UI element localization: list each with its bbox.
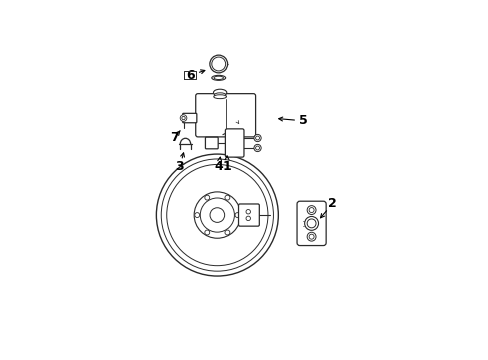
FancyBboxPatch shape: [225, 129, 244, 157]
Text: 3: 3: [175, 160, 184, 173]
Circle shape: [253, 134, 261, 141]
Circle shape: [306, 219, 315, 228]
Text: 6: 6: [186, 68, 195, 82]
Circle shape: [209, 55, 227, 73]
Circle shape: [306, 206, 315, 215]
Ellipse shape: [213, 95, 226, 99]
Circle shape: [253, 144, 261, 152]
FancyBboxPatch shape: [205, 137, 218, 149]
Circle shape: [161, 159, 273, 271]
FancyBboxPatch shape: [238, 204, 259, 226]
Circle shape: [194, 192, 240, 238]
Circle shape: [308, 208, 313, 212]
Text: 2: 2: [327, 198, 336, 211]
Circle shape: [180, 115, 186, 121]
Circle shape: [306, 232, 315, 241]
Circle shape: [304, 216, 318, 230]
Circle shape: [204, 230, 209, 235]
Circle shape: [245, 216, 250, 221]
Text: 5: 5: [298, 114, 307, 127]
Circle shape: [156, 154, 278, 276]
Ellipse shape: [211, 75, 225, 80]
Circle shape: [224, 195, 229, 200]
Ellipse shape: [214, 76, 223, 80]
Circle shape: [204, 195, 209, 200]
FancyBboxPatch shape: [296, 201, 325, 246]
Circle shape: [166, 165, 267, 266]
FancyBboxPatch shape: [195, 94, 255, 137]
Text: 7: 7: [170, 131, 179, 144]
Circle shape: [224, 230, 229, 235]
Text: 4: 4: [214, 160, 223, 173]
Circle shape: [194, 213, 199, 217]
Ellipse shape: [214, 93, 225, 97]
Text: 1: 1: [222, 160, 231, 173]
Circle shape: [245, 210, 250, 214]
Circle shape: [210, 208, 224, 222]
Circle shape: [255, 146, 259, 150]
Circle shape: [182, 116, 185, 120]
Circle shape: [308, 234, 313, 239]
Circle shape: [255, 136, 259, 140]
Circle shape: [211, 57, 225, 71]
FancyBboxPatch shape: [183, 113, 197, 123]
Circle shape: [235, 213, 240, 217]
Ellipse shape: [213, 89, 226, 96]
Circle shape: [200, 198, 234, 232]
